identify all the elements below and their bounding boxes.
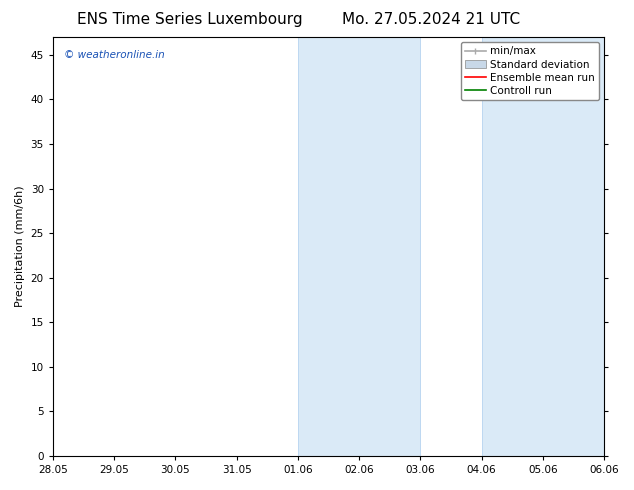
Text: Mo. 27.05.2024 21 UTC: Mo. 27.05.2024 21 UTC [342,12,520,27]
Text: ENS Time Series Luxembourg: ENS Time Series Luxembourg [77,12,303,27]
Bar [482,37,604,456]
Bar [298,37,420,456]
Y-axis label: Precipitation (mm/6h): Precipitation (mm/6h) [15,186,25,307]
Text: © weatheronline.in: © weatheronline.in [64,49,165,60]
Legend: min/max, Standard deviation, Ensemble mean run, Controll run: min/max, Standard deviation, Ensemble me… [461,42,599,100]
